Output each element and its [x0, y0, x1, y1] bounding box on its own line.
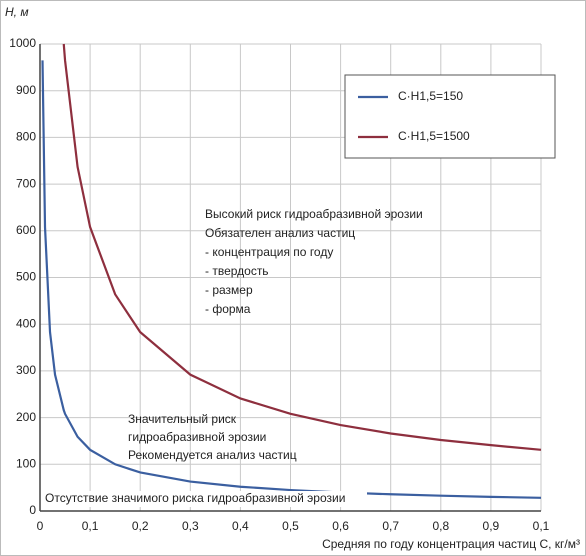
series-line [41, 60, 542, 499]
y-tick-label: 400 [16, 316, 36, 330]
x-tick-label: 0,8 [432, 519, 449, 533]
legend-label: C·H1,5=1500 [398, 129, 470, 143]
x-tick-label: 0,5 [282, 519, 299, 533]
annotation: Значительный риск [128, 412, 237, 426]
y-axis-label: H, м [5, 5, 29, 19]
y-tick-label: 1000 [9, 36, 36, 50]
y-tick-label: 800 [16, 130, 36, 144]
legend-label: C·H1,5=150 [398, 89, 463, 103]
y-tick-label: 500 [16, 270, 36, 284]
y-tick-label: 700 [16, 176, 36, 190]
x-tick-label: 0,1 [533, 519, 550, 533]
y-tick-label: 0 [29, 503, 36, 517]
annotation: гидроабразивной эрозии [128, 430, 266, 444]
annotation: Высокий риск гидроабразивной эрозии [205, 207, 423, 221]
y-tick-label: 300 [16, 363, 36, 377]
x-tick-label: 0,9 [483, 519, 500, 533]
annotation: Рекомендуется анализ частиц [128, 448, 297, 462]
x-tick-label: 0,4 [232, 519, 249, 533]
y-tick-label: 200 [16, 410, 36, 424]
annotation-bg [42, 491, 367, 507]
y-tick-label: 100 [16, 456, 36, 470]
y-tick-label: 900 [16, 83, 36, 97]
x-tick-label: 0,1 [82, 519, 99, 533]
x-tick-label: 0,6 [332, 519, 349, 533]
annotation: Отсутствие значимого риска гидроабразивн… [45, 491, 345, 505]
x-tick-label: 0,7 [382, 519, 399, 533]
annotation: - форма [205, 302, 251, 316]
annotation: - твердость [205, 264, 269, 278]
y-tick-label: 600 [16, 223, 36, 237]
annotation: - размер [205, 283, 253, 297]
x-tick-label: 0,2 [132, 519, 149, 533]
x-tick-label: 0,3 [182, 519, 199, 533]
legend-box [344, 74, 556, 159]
annotation: - концентрация по году [205, 245, 333, 259]
x-axis-label: Средняя по году концентрация частиц C, к… [322, 537, 580, 551]
x-tick-label: 0 [37, 519, 44, 533]
series-line [62, 43, 542, 451]
annotation: Обязателен анализ частиц [205, 226, 355, 240]
